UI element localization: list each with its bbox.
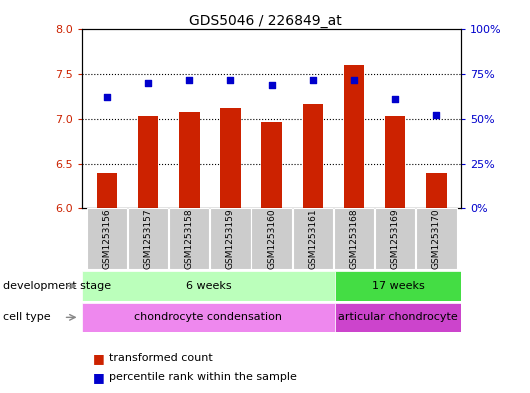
Text: chondrocyte condensation: chondrocyte condensation <box>135 312 282 322</box>
Text: GSM1253170: GSM1253170 <box>432 208 441 269</box>
Point <box>432 112 440 118</box>
Bar <box>303 104 323 208</box>
Text: GSM1253168: GSM1253168 <box>349 208 358 269</box>
Point <box>226 76 235 83</box>
Text: cell type: cell type <box>3 312 50 322</box>
Bar <box>128 208 168 269</box>
Text: ■: ■ <box>93 352 104 365</box>
Bar <box>335 303 461 332</box>
Bar <box>96 173 117 208</box>
Text: ■: ■ <box>93 371 104 384</box>
Bar <box>426 173 447 208</box>
Text: 6 weeks: 6 weeks <box>186 281 231 291</box>
Bar <box>375 208 416 269</box>
Bar <box>82 271 335 301</box>
Bar <box>82 303 335 332</box>
Bar <box>220 108 241 208</box>
Text: 17 weeks: 17 weeks <box>372 281 425 291</box>
Text: percentile rank within the sample: percentile rank within the sample <box>109 372 296 382</box>
Bar <box>416 208 456 269</box>
Text: GSM1253160: GSM1253160 <box>267 208 276 269</box>
Text: GSM1253169: GSM1253169 <box>391 208 400 269</box>
Bar <box>251 208 292 269</box>
Bar <box>334 208 374 269</box>
Point <box>103 94 111 101</box>
Point <box>144 80 152 86</box>
Text: GSM1253159: GSM1253159 <box>226 208 235 269</box>
Text: GSM1253156: GSM1253156 <box>102 208 111 269</box>
Bar <box>87 208 127 269</box>
Bar <box>261 121 282 208</box>
Text: GSM1253158: GSM1253158 <box>185 208 194 269</box>
Point <box>391 96 400 102</box>
Bar <box>138 116 158 208</box>
Point <box>268 82 276 88</box>
Bar <box>179 112 199 208</box>
Point <box>308 76 317 83</box>
Bar <box>169 208 209 269</box>
Text: development stage: development stage <box>3 281 111 291</box>
Bar <box>385 116 405 208</box>
Text: articular chondrocyte: articular chondrocyte <box>338 312 458 322</box>
Bar <box>344 65 364 208</box>
Point <box>185 76 193 83</box>
Text: GSM1253161: GSM1253161 <box>308 208 317 269</box>
Text: transformed count: transformed count <box>109 353 213 364</box>
Bar <box>210 208 251 269</box>
Bar <box>293 208 333 269</box>
Point <box>350 76 358 83</box>
Text: GSM1253157: GSM1253157 <box>144 208 153 269</box>
Bar <box>335 271 461 301</box>
Text: GDS5046 / 226849_at: GDS5046 / 226849_at <box>189 14 341 28</box>
